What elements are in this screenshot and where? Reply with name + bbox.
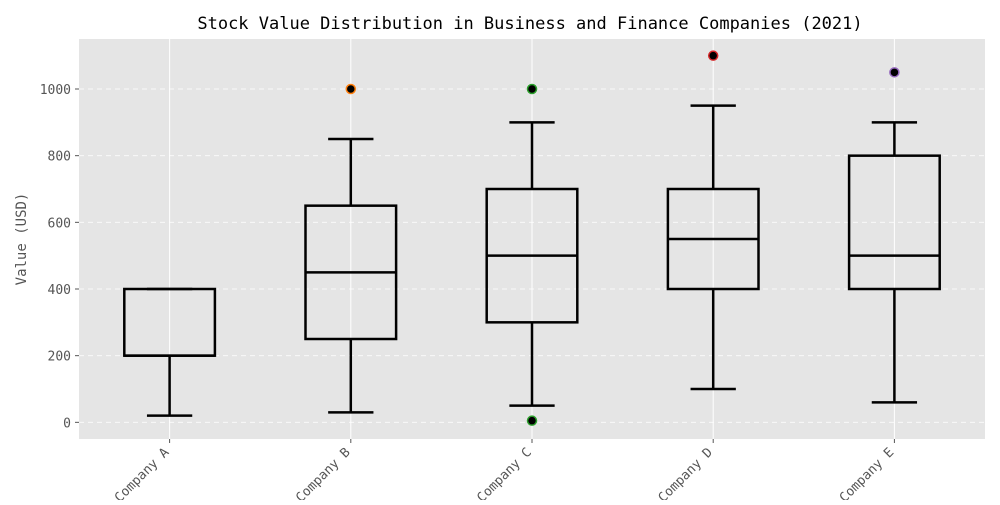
outlier-point xyxy=(889,67,900,78)
y-tick-label: 400 xyxy=(48,283,71,298)
box-company-d xyxy=(666,50,760,391)
box-company-e xyxy=(847,67,941,404)
y-tick-label: 600 xyxy=(48,216,71,231)
y-tick-label: 800 xyxy=(48,150,71,165)
y-tick-label: 0 xyxy=(63,416,71,431)
y-axis-label: Value (USD) xyxy=(14,193,30,286)
x-tick-label: Company B xyxy=(293,445,354,500)
x-tick-label: Company E xyxy=(837,445,897,500)
box-company-a xyxy=(123,287,217,417)
chart-title: Stock Value Distribution in Business and… xyxy=(197,14,862,34)
outlier-point xyxy=(526,415,538,426)
y-tick-label: 1000 xyxy=(40,83,71,98)
box-company-b xyxy=(304,83,398,414)
box-company-c xyxy=(485,83,579,426)
outlier-point xyxy=(345,83,357,95)
x-tick-label: Company C xyxy=(474,445,534,500)
y-tick-label: 200 xyxy=(48,350,71,365)
x-tick-label: Company A xyxy=(112,445,173,500)
outlier-point xyxy=(526,83,538,95)
outlier-point xyxy=(707,50,719,61)
iqr-box xyxy=(847,154,941,291)
boxes-group xyxy=(123,50,941,426)
x-tick-label: Company D xyxy=(656,445,717,500)
